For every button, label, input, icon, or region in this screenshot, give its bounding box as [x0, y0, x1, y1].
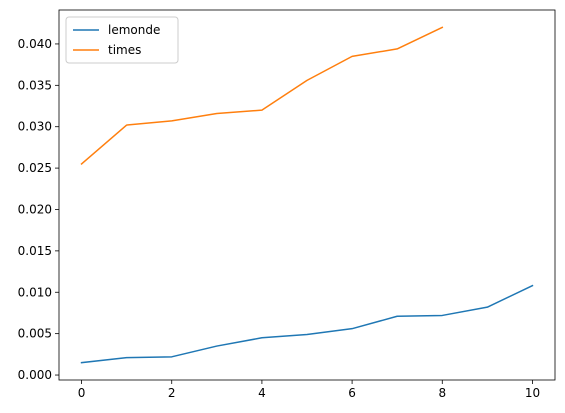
x-tick-label: 0 — [78, 386, 86, 400]
y-tick-label: 0.015 — [18, 244, 52, 258]
legend: lemonde times — [65, 16, 179, 64]
legend-label-lemonde: lemonde — [108, 23, 160, 37]
y-tick-label: 0.030 — [18, 120, 52, 134]
axes-frame — [58, 9, 556, 381]
series-line-times — [80, 26, 444, 166]
x-tick-label: 6 — [348, 386, 356, 400]
series-layer — [80, 26, 534, 364]
x-tick-label: 2 — [168, 386, 176, 400]
x-tick-label: 4 — [258, 386, 266, 400]
y-tick-label: 0.010 — [18, 285, 52, 299]
legend-label-times: times — [108, 43, 141, 57]
x-tick-label: 10 — [525, 386, 540, 400]
axes-background — [59, 10, 555, 380]
y-tick-label: 0.020 — [18, 202, 52, 216]
y-tick-label: 0.035 — [18, 78, 52, 92]
y-tick-label: 0.005 — [18, 327, 52, 341]
y-axis: 0.000 0.005 0.010 0.015 0.020 0.025 0.030 0.035… — [18, 37, 59, 382]
y-tick-label: 0.040 — [18, 37, 52, 51]
y-tick-label: 0.000 — [18, 368, 52, 382]
series-line-lemonde — [80, 284, 534, 364]
x-tick-label: 8 — [438, 386, 446, 400]
legend-box — [65, 16, 179, 64]
y-tick-label: 0.025 — [18, 161, 52, 175]
x-axis: 0 2 4 6 8 10 — [78, 380, 540, 400]
plot-area — [59, 10, 555, 380]
